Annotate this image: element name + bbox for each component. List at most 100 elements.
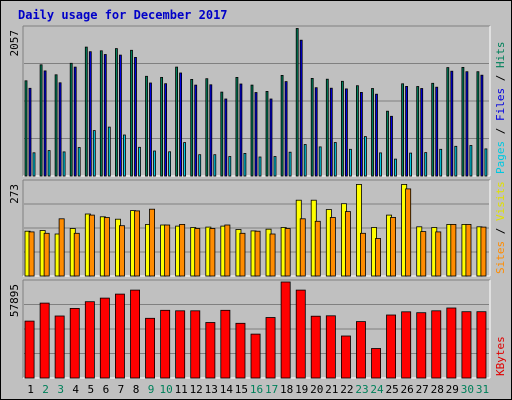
bar-kbytes-day-24 (371, 348, 382, 379)
bar-hits-day-22 (340, 80, 344, 177)
bar-sites-day-25 (390, 217, 396, 277)
bar-hits-day-17 (265, 91, 269, 177)
x-label-day-20: 20 (310, 383, 323, 396)
bar-pages-day-2 (47, 150, 51, 177)
bar-kbytes-day-6 (99, 297, 110, 379)
bar-pages-day-30 (469, 145, 473, 177)
bar-sites-day-31 (480, 226, 487, 277)
x-label-day-28: 28 (431, 383, 444, 396)
bar-hits-day-2 (39, 64, 43, 177)
x-label-day-12: 12 (190, 383, 203, 396)
bar-kbytes-day-21 (325, 315, 336, 379)
x-label-day-13: 13 (205, 383, 218, 396)
x-label-day-22: 22 (340, 383, 353, 396)
ymax-label-top: 2057 (8, 30, 21, 57)
bar-hits-day-23 (355, 85, 359, 177)
bar-sites-day-23 (359, 232, 366, 277)
bar-files-day-14 (224, 98, 228, 177)
bar-kbytes-day-18 (280, 281, 291, 379)
bar-pages-day-19 (303, 144, 307, 177)
bar-pages-day-6 (107, 126, 111, 177)
bar-pages-day-7 (123, 134, 126, 177)
bar-pages-day-10 (168, 151, 172, 177)
bar-sites-day-4 (73, 232, 80, 277)
bar-files-day-27 (420, 88, 424, 177)
bar-sites-day-12 (194, 228, 201, 277)
bar-files-day-4 (73, 66, 77, 177)
bar-pages-day-15 (243, 152, 247, 177)
panel-top: 2057 Pages / Files / Hits (8, 25, 507, 177)
bar-sites-day-5 (88, 214, 95, 277)
bar-pages-day-4 (77, 147, 81, 177)
x-label-day-31: 31 (476, 383, 489, 396)
bar-sites-day-18 (284, 228, 291, 277)
bar-kbytes-day-5 (84, 301, 95, 379)
bar-kbytes-day-9 (145, 317, 156, 379)
bar-files-day-22 (344, 88, 348, 177)
legend-middle: Sites / Visits (494, 181, 507, 274)
bar-files-day-21 (329, 87, 333, 177)
bar-hits-day-13 (205, 78, 209, 177)
x-label-day-4: 4 (72, 383, 79, 396)
legend-part: / (494, 121, 507, 141)
bar-hits-day-19 (295, 28, 299, 177)
x-label-day-18: 18 (280, 383, 293, 396)
ymax-label-middle: 273 (8, 184, 21, 204)
legend-part: Pages (494, 141, 507, 174)
bar-files-day-6 (103, 54, 107, 177)
x-label-day-8: 8 (133, 383, 140, 396)
bar-sites-day-15 (239, 232, 246, 277)
bar-kbytes-day-30 (461, 311, 472, 379)
bar-kbytes-day-17 (265, 317, 276, 379)
bar-kbytes-day-1 (24, 320, 35, 379)
bar-pages-day-13 (213, 154, 217, 177)
legend-part: Sites (494, 241, 507, 274)
bar-pages-day-21 (333, 142, 337, 177)
x-label-day-14: 14 (220, 383, 234, 396)
bar-sites-day-16 (254, 230, 261, 277)
bar-pages-day-17 (273, 156, 277, 177)
x-label-day-25: 25 (385, 383, 398, 396)
x-label-day-16: 16 (250, 383, 263, 396)
bar-sites-day-1 (28, 231, 35, 277)
bar-files-day-28 (435, 86, 439, 177)
bar-pages-day-18 (288, 151, 292, 177)
bar-files-day-19 (299, 39, 303, 177)
x-label-day-21: 21 (325, 383, 338, 396)
bar-hits-day-28 (431, 82, 435, 177)
bar-kbytes-day-14 (220, 309, 231, 379)
bar-files-day-23 (359, 92, 363, 177)
bar-files-day-18 (284, 81, 288, 177)
x-label-day-10: 10 (159, 383, 172, 396)
bar-sites-day-3 (58, 218, 65, 277)
bar-hits-day-27 (416, 86, 420, 177)
bar-kbytes-day-7 (115, 293, 125, 379)
bar-sites-day-19 (299, 218, 306, 277)
bar-kbytes-day-31 (476, 311, 487, 379)
bar-kbytes-day-15 (235, 322, 246, 379)
bar-files-day-1 (28, 87, 32, 177)
bar-files-day-26 (405, 86, 409, 177)
bar-pages-day-24 (379, 152, 382, 177)
bar-hits-day-21 (325, 78, 329, 177)
bar-sites-day-30 (465, 223, 472, 277)
bar-pages-day-3 (62, 151, 66, 177)
x-label-day-5: 5 (87, 383, 94, 396)
bar-files-day-2 (43, 70, 47, 177)
bar-files-day-31 (480, 74, 484, 177)
bar-kbytes-day-2 (39, 302, 50, 379)
bar-pages-day-22 (348, 148, 352, 177)
bar-files-day-20 (314, 87, 318, 177)
panel-bottom: 57895 KBytes (8, 279, 507, 379)
legend-part: KBytes (494, 336, 507, 376)
bar-sites-day-7 (119, 225, 125, 277)
bar-hits-day-16 (250, 84, 254, 177)
legend-part: Hits (494, 42, 507, 69)
bar-kbytes-day-8 (130, 289, 141, 379)
bar-kbytes-day-13 (205, 322, 216, 379)
bar-files-day-13 (209, 84, 213, 177)
bar-sites-day-6 (103, 217, 110, 277)
bar-sites-day-14 (224, 224, 231, 277)
bar-kbytes-day-3 (54, 315, 65, 379)
